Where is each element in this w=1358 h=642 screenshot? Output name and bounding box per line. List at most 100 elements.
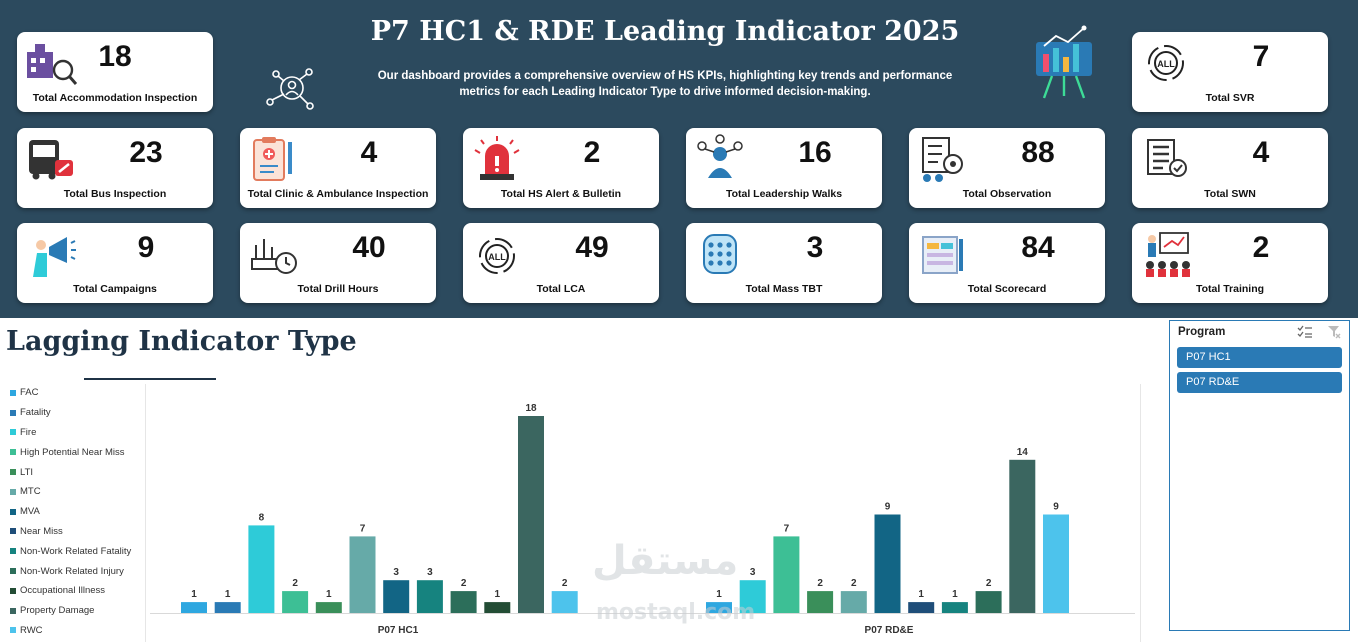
kpi-card-svr: ALL 7 Total SVR	[1132, 32, 1328, 112]
kpi-label: Total Drill Hours	[297, 283, 379, 295]
kpi-card-observation: 88 Total Observation	[909, 128, 1105, 208]
network-person-icon	[266, 68, 314, 110]
data-label: 2	[461, 578, 467, 589]
kpi-label: Total Leadership Walks	[725, 188, 843, 200]
all-cycle-icon: ALL	[479, 238, 515, 274]
category-label: P07 HC1	[378, 625, 419, 636]
legend-swatch	[10, 508, 16, 515]
data-label: 18	[525, 403, 537, 414]
watermark-latin: mostaql.com	[596, 600, 756, 625]
bar-lti-0	[315, 602, 342, 613]
kpi-card-training: 2 Total Training	[1132, 223, 1328, 303]
kpi-card-swn: 4 Total SWN	[1132, 128, 1328, 208]
legend-item: Non-Work Related Fatality	[10, 541, 150, 561]
legend-item: Fatality	[10, 403, 150, 423]
slicer-item-hc1[interactable]: P07 HC1	[1177, 347, 1342, 368]
kpi-card-scorecard: 84 Total Scorecard	[909, 223, 1105, 303]
kpi-label: Total Mass TBT	[745, 283, 823, 295]
bar-non-work-related-injury-1	[975, 591, 1002, 613]
kpi-card-accommodation: 18 Total Accommodation Inspection	[17, 32, 213, 112]
data-label: 7	[360, 523, 366, 534]
bar-property-damage-1	[1009, 459, 1036, 613]
kpi-value: 7	[1252, 40, 1270, 73]
header-banner: P7 HC1 & RDE Leading Indicator 2025 Our …	[0, 0, 1358, 318]
title-underline	[84, 378, 216, 380]
leader-group-icon	[697, 134, 743, 178]
legend-swatch	[10, 488, 16, 495]
bar-fire-1	[739, 580, 766, 613]
legend-item: MTC	[10, 482, 150, 502]
kpi-value: 4	[360, 136, 378, 169]
kpi-label: Total Training	[1195, 283, 1265, 295]
clipboard-medical-icon	[253, 137, 292, 181]
kpi-value: 3	[806, 231, 824, 264]
bar-near-miss-1	[908, 602, 935, 613]
slicer-item-rde[interactable]: P07 RD&E	[1177, 372, 1342, 393]
lagging-title: Lagging Indicator Type	[6, 326, 357, 357]
kpi-value: 16	[798, 136, 832, 169]
list-check-icon	[1147, 139, 1187, 177]
kpi-label: Total Observation	[962, 188, 1052, 200]
bar-mtc-0	[349, 536, 376, 613]
legend-label: Property Damage	[20, 605, 95, 617]
bus-repair-icon	[29, 140, 73, 180]
kpi-card-leadership: 16 Total Leadership Walks	[686, 128, 882, 208]
bar-non-work-related-injury-0	[450, 591, 477, 613]
building-inspect-icon	[27, 44, 77, 85]
svg-text:ALL: ALL	[1157, 59, 1175, 69]
bar-mva-0	[383, 580, 410, 613]
bar-property-damage-0	[518, 416, 544, 613]
kpi-card-alert: 2 Total HS Alert & Bulletin	[463, 128, 659, 208]
legend-item: Property Damage	[10, 601, 150, 621]
legend-swatch	[10, 469, 16, 476]
kpi-label: Total Bus Inspection	[63, 188, 167, 200]
legend-label: Fatality	[20, 407, 51, 419]
chart-legend: FAC Fatality Fire High Potential Near Miss L…	[10, 383, 150, 640]
kpi-label: Total Accommodation Inspection	[32, 92, 198, 104]
training-board-icon	[1146, 232, 1190, 277]
kpi-value: 9	[137, 231, 155, 264]
data-label: 2	[562, 578, 568, 589]
legend-label: Non-Work Related Fatality	[20, 545, 132, 557]
legend-label: FAC	[20, 387, 39, 399]
kpi-value: 2	[583, 136, 601, 169]
legend-label: High Potential Near Miss	[20, 446, 125, 458]
kpi-value: 18	[98, 40, 132, 73]
data-label: 2	[817, 578, 823, 589]
siren-icon	[474, 136, 520, 180]
kpi-card-bus: 23 Total Bus Inspection	[17, 128, 213, 208]
legend-swatch	[10, 548, 16, 555]
legend-item: MVA	[10, 502, 150, 522]
bar-chart-easel-icon	[1036, 25, 1092, 99]
legend-swatch	[10, 607, 16, 614]
legend-item: Non-Work Related Injury	[10, 561, 150, 581]
bar-non-work-related-fatality-0	[416, 580, 443, 613]
legend-swatch	[10, 627, 16, 634]
data-label: 3	[393, 567, 399, 578]
legend-swatch	[10, 449, 16, 456]
clear-filter-icon[interactable]	[1327, 325, 1341, 339]
bar-high-potential-near-miss-0	[282, 591, 309, 613]
checklist-eye-icon	[922, 137, 963, 182]
legend-swatch	[10, 587, 16, 594]
kpi-card-drill: 40 Total Drill Hours	[240, 223, 436, 303]
kpi-card-tbt: 3 Total Mass TBT	[686, 223, 882, 303]
kpi-card-lca: ALL 49 Total LCA	[463, 223, 659, 303]
bar-fatality-0	[214, 602, 241, 613]
legend-item: FAC	[10, 383, 150, 403]
svg-text:ALL: ALL	[488, 252, 506, 262]
kpi-card-campaigns: 9 Total Campaigns	[17, 223, 213, 303]
bar-lti-1	[807, 591, 834, 613]
multi-select-icon[interactable]	[1297, 325, 1313, 339]
legend-label: MTC	[20, 486, 41, 498]
bar-rwc-0	[551, 591, 578, 613]
data-label: 9	[1053, 502, 1059, 513]
program-slicer: Program P07 HC1 P07 RD&E	[1169, 320, 1350, 631]
legend-item: Occupational Illness	[10, 581, 150, 601]
data-label: 1	[952, 589, 958, 600]
kpi-value: 2	[1252, 231, 1270, 264]
bar-fire-0	[248, 525, 275, 613]
kpi-value: 84	[1021, 231, 1055, 264]
slicer-toolbar	[1297, 325, 1341, 344]
kpi-label: Total Campaigns	[73, 283, 157, 295]
